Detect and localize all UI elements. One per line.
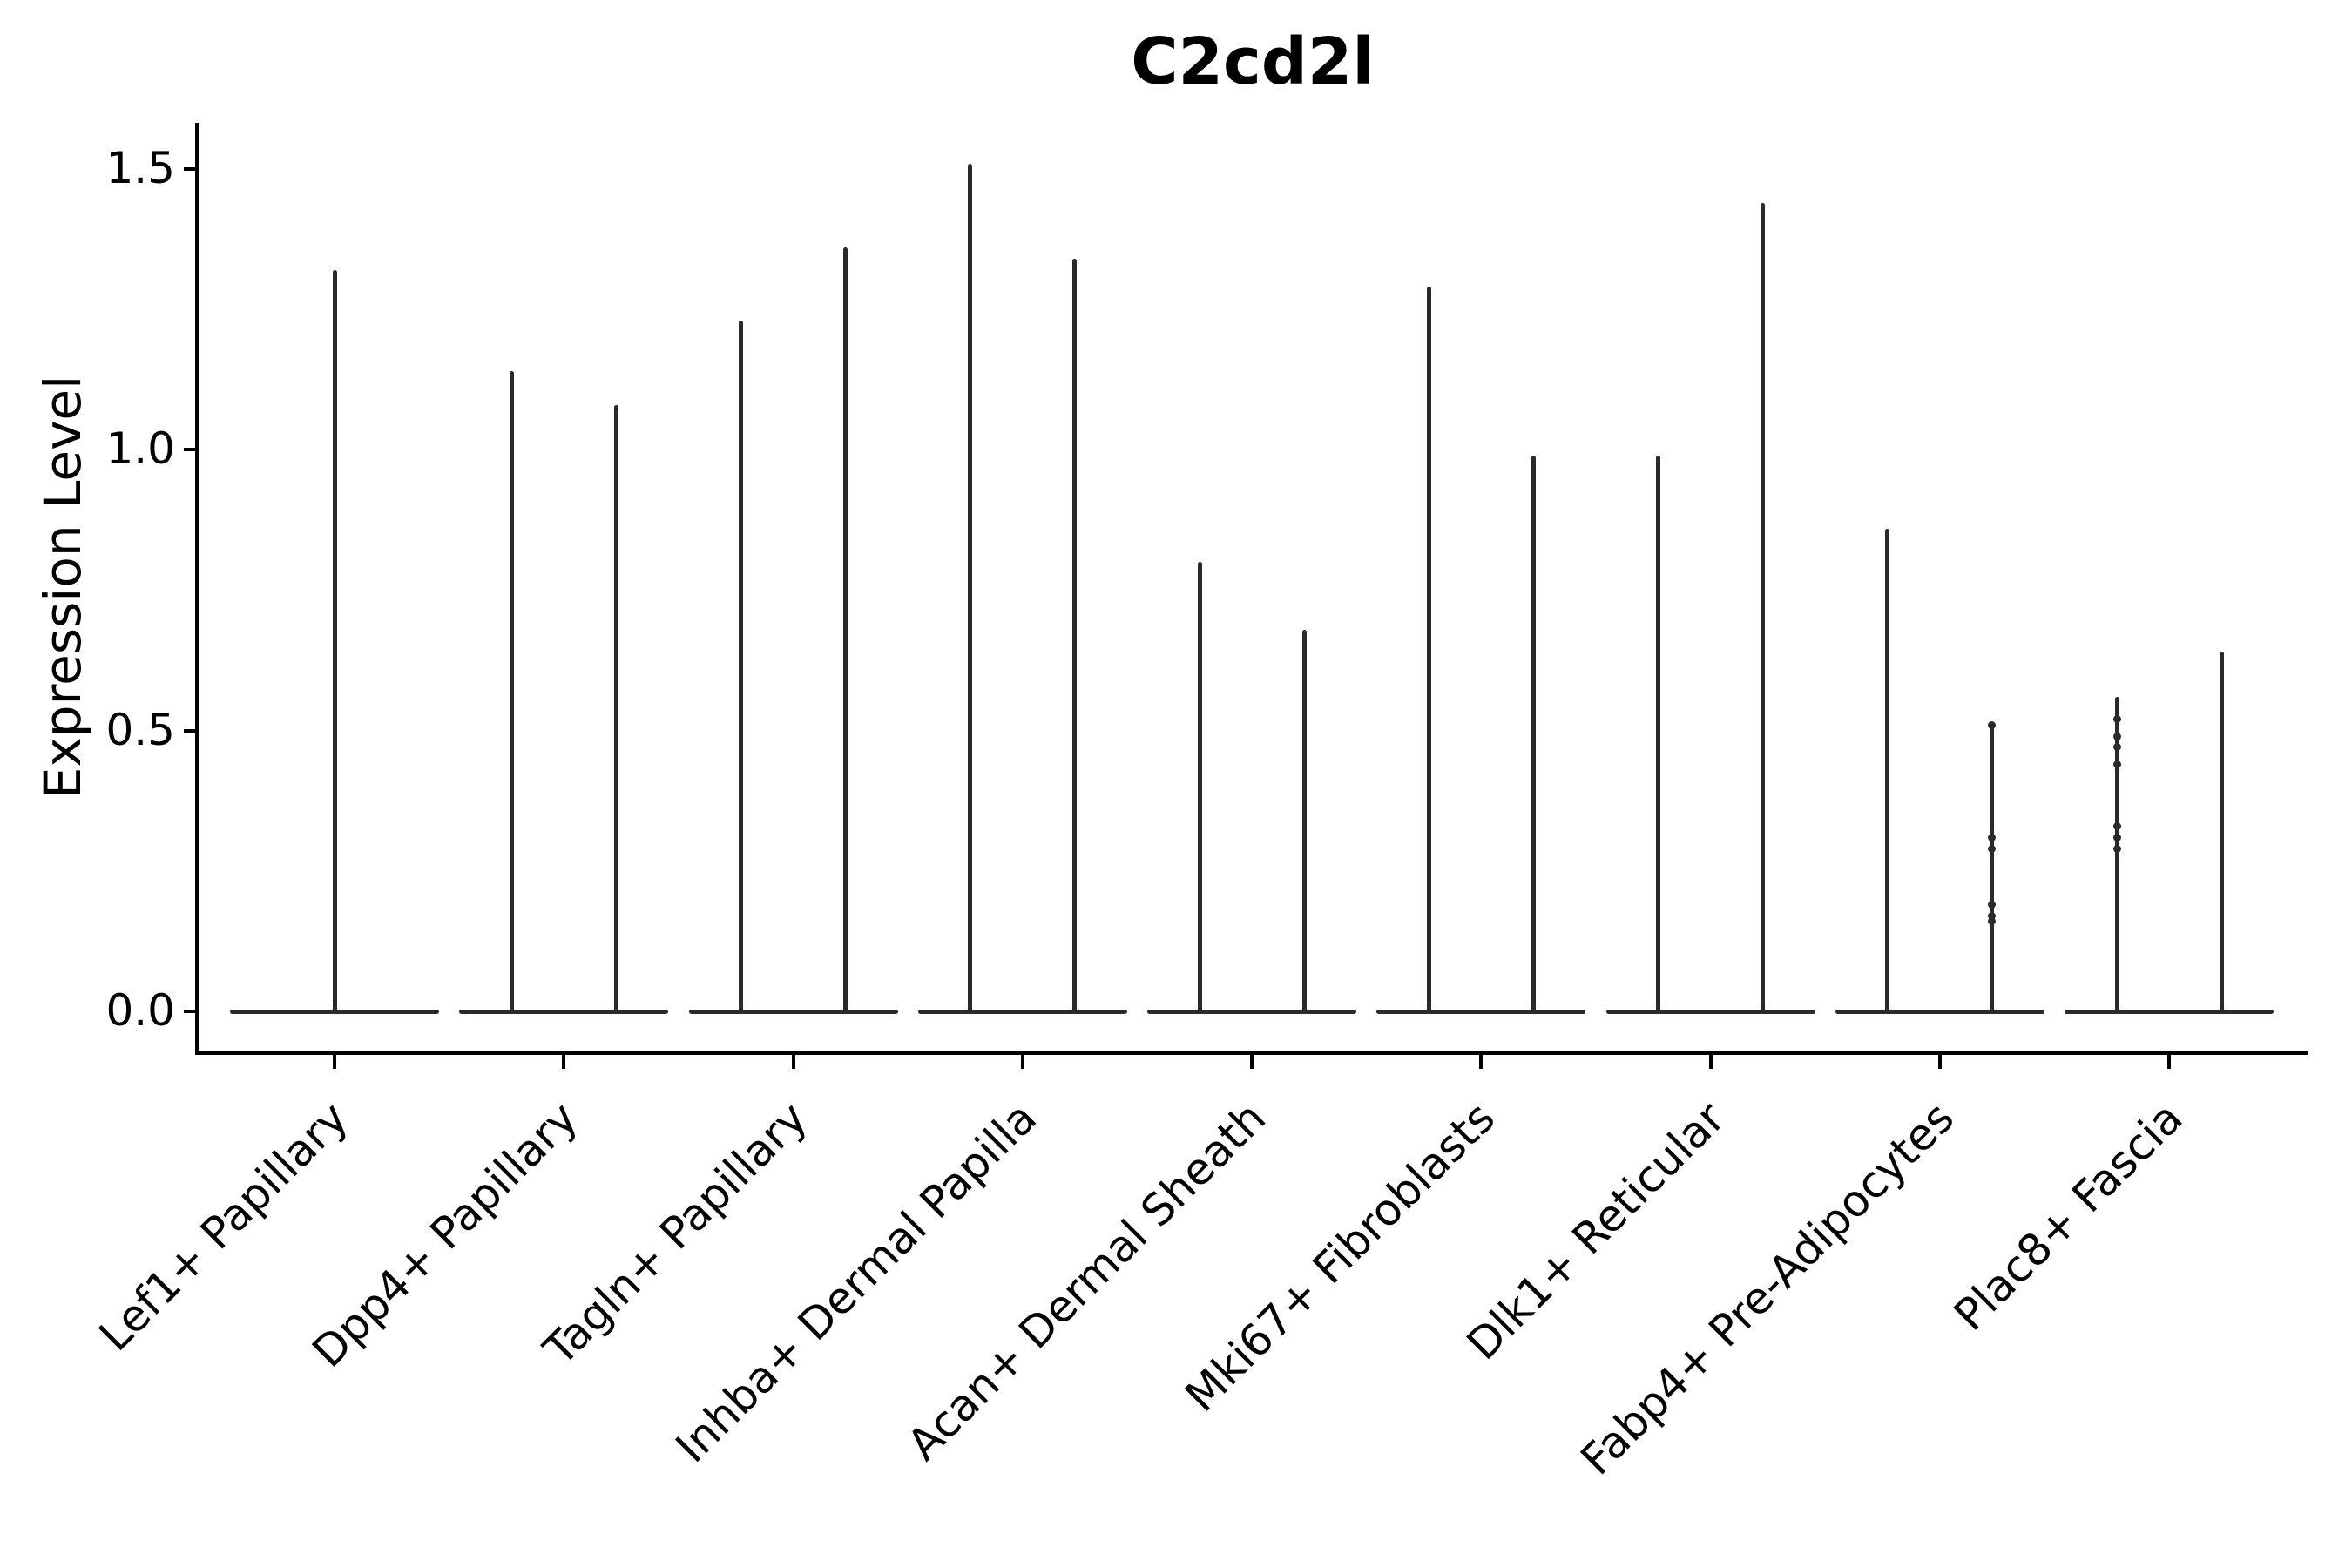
- violin-base: [917, 1009, 1127, 1014]
- x-tick-mark: [1479, 1052, 1484, 1069]
- x-tick-mark: [1708, 1052, 1713, 1069]
- x-tick-mark: [562, 1052, 566, 1069]
- jitter-point: [1988, 901, 1997, 909]
- violin-spike: [1656, 455, 1660, 1013]
- violin-spike: [1197, 562, 1202, 1013]
- violin-spike: [739, 321, 743, 1013]
- x-tick-mark: [2167, 1052, 2171, 1069]
- violin-spike: [332, 269, 337, 1013]
- y-tick-mark: [184, 166, 198, 171]
- y-axis-title: Expression Level: [33, 375, 92, 800]
- x-tick-mark: [1937, 1052, 1942, 1069]
- violin-base: [1376, 1009, 1586, 1014]
- x-tick-mark: [333, 1052, 336, 1069]
- x-tick-mark: [1250, 1052, 1254, 1069]
- violin-spike: [1301, 629, 1307, 1013]
- violin-spike: [2114, 696, 2119, 1013]
- chart-title: C2cd2l: [1131, 24, 1375, 99]
- violin-base: [1835, 1009, 2044, 1014]
- violin-spike: [1761, 202, 1765, 1013]
- x-tick-label: Fabp4+ Pre-Adipocytes: [1571, 1092, 1963, 1485]
- y-tick-label: 0.5: [105, 704, 175, 755]
- violin-base: [1147, 1009, 1356, 1014]
- violin-spike: [968, 163, 973, 1013]
- violin-spike: [1990, 725, 1995, 1013]
- violin-spike: [1531, 455, 1536, 1013]
- y-tick-label: 1.5: [105, 142, 175, 193]
- jitter-point: [2112, 833, 2121, 841]
- y-tick-mark: [184, 728, 198, 733]
- jitter-point: [2112, 844, 2121, 853]
- jitter-point: [1988, 844, 1997, 853]
- jitter-point: [1988, 917, 1997, 926]
- violin-spike: [613, 404, 618, 1013]
- jitter-point: [1988, 833, 1997, 841]
- violin-spike: [843, 247, 848, 1013]
- x-tick-mark: [791, 1052, 795, 1069]
- x-tick-mark: [1020, 1052, 1024, 1069]
- violin-spike: [1072, 259, 1078, 1013]
- jitter-point: [2112, 760, 2121, 768]
- x-tick-label: Lef1+ Papillary: [89, 1092, 359, 1362]
- violin-base: [688, 1009, 898, 1014]
- jitter-point: [2112, 715, 2121, 724]
- jitter-point: [2112, 732, 2121, 740]
- jitter-point: [1988, 720, 1997, 729]
- violin-spike: [1426, 287, 1431, 1013]
- violin-spike: [509, 371, 514, 1013]
- y-tick-label: 1.0: [105, 423, 175, 475]
- violin-spike: [2219, 652, 2224, 1013]
- jitter-point: [2112, 743, 2121, 752]
- violin-spike: [1885, 528, 1890, 1013]
- x-tick-label: Plac8+ Fascia: [1944, 1092, 2193, 1341]
- y-tick-label: 0.0: [105, 984, 175, 1036]
- jitter-point: [1988, 911, 1997, 920]
- violin-base: [459, 1009, 669, 1014]
- jitter-point: [2112, 821, 2121, 830]
- y-axis-line: [195, 123, 199, 1055]
- violin-base: [1605, 1009, 1815, 1014]
- y-tick-mark: [184, 448, 198, 452]
- y-tick-mark: [184, 1010, 198, 1013]
- violin-base: [2065, 1009, 2274, 1014]
